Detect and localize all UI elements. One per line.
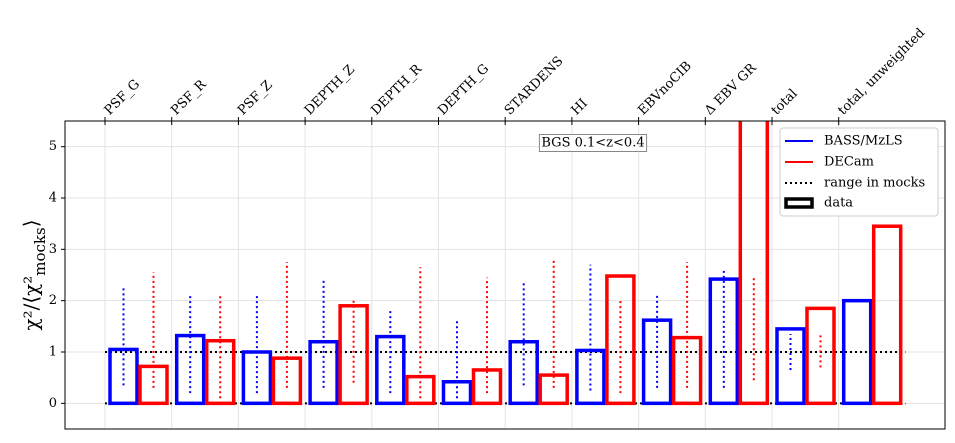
y-tick-label: 2: [49, 293, 57, 308]
legend-label: range in mocks: [824, 176, 925, 191]
y-tick-label: 1: [49, 345, 57, 360]
x-tick-label: total, unweighted: [835, 26, 928, 119]
bar: [841, 298, 873, 406]
y-axis-label-part: mocks: [31, 227, 49, 275]
legend-label: DECam: [824, 155, 874, 170]
bar: [174, 333, 206, 406]
bar: [641, 318, 673, 406]
x-tick-label: PSF_R: [168, 76, 210, 118]
bar: [338, 304, 369, 406]
annotation-box: [538, 134, 648, 152]
x-tick-label: PSF_G: [102, 77, 143, 118]
bar: [738, 121, 770, 406]
x-tick-label: Δ EBV GR: [702, 60, 760, 118]
bar: [271, 356, 303, 406]
x-tick-label: STARDENS: [502, 54, 567, 119]
annotation: BGS 0.1<z<0.4: [541, 136, 644, 151]
y-tick-label: 3: [49, 242, 57, 257]
y-tick-label: 5: [49, 139, 57, 154]
bar: [204, 338, 236, 406]
x-tick-label: DEPTH_G: [435, 61, 492, 118]
bar: [108, 347, 139, 406]
x-tick-label: total: [769, 86, 801, 118]
x-tick-label: DEPTH_Z: [302, 62, 358, 118]
bar: [605, 274, 636, 406]
overlay: 0 1 2 3 4 5 PSF_G PSF_R PSF_Z DEPTH_Z DEPTH_R DEPTH…: [19, 26, 939, 411]
legend-label: BASS/MzLS: [824, 134, 903, 149]
y-tick-label: 4: [49, 191, 57, 206]
legend-label: data: [824, 196, 853, 211]
y-axis-label-part: ⟩: [19, 219, 43, 227]
bar: [405, 374, 436, 406]
x-tick-label: PSF_Z: [235, 78, 275, 118]
grid: [65, 121, 945, 429]
x-tick-label: DEPTH_R: [368, 61, 425, 118]
bar: [775, 327, 806, 406]
x-tick-label: HI: [569, 96, 591, 118]
bar: [508, 339, 539, 406]
x-tick-label: EBVnoCIB: [635, 59, 695, 119]
bar: [805, 306, 836, 406]
legend-box: [779, 127, 939, 217]
y-axis-label: χ²/⟨χ²mocks⟩: [19, 219, 50, 330]
plot-area: [105, 121, 906, 406]
bar: [538, 373, 569, 406]
y-tick-label: 0: [49, 396, 57, 411]
bar: [575, 348, 606, 406]
bar: [708, 277, 740, 406]
bar: [871, 224, 903, 406]
y-axis-label-part: χ²/⟨χ²: [19, 276, 43, 331]
legend-swatch: [784, 197, 814, 209]
bar: [471, 368, 503, 406]
